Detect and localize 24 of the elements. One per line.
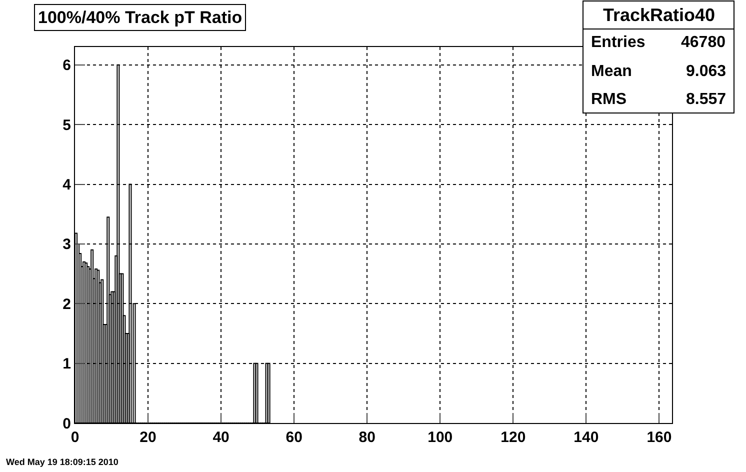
y-tick-label: 6 [62,57,71,74]
x-tick-label: 120 [500,429,526,446]
y-tick-label: 1 [62,356,71,373]
x-tick-label: 100 [428,429,453,446]
annotation: RMS [591,91,627,108]
x-tick-label: 80 [358,429,376,446]
chart-title: 100%/40% Track pT Ratio [38,8,242,27]
x-tick-label: 40 [212,429,230,446]
annotation: Mean [591,63,632,80]
annotation: Entries [591,34,646,51]
x-tick-label: 60 [286,429,302,446]
text: 8.557 [686,91,726,108]
text: Wed May 19 18:09:15 2010 [6,457,118,467]
y-tick-label: 0 [62,415,71,432]
x-tick-label: 20 [140,429,156,446]
text: 9.063 [686,63,726,80]
y-tick-label: 5 [62,116,71,134]
y-tick-label: 3 [62,236,71,254]
x-tick-label: 140 [574,429,599,446]
y-tick-label: 4 [62,176,72,194]
text: 46780 [681,34,726,51]
x-tick-label: 160 [646,429,672,446]
text: TrackRatio40 [603,5,716,25]
y-tick-label: 2 [62,296,71,313]
